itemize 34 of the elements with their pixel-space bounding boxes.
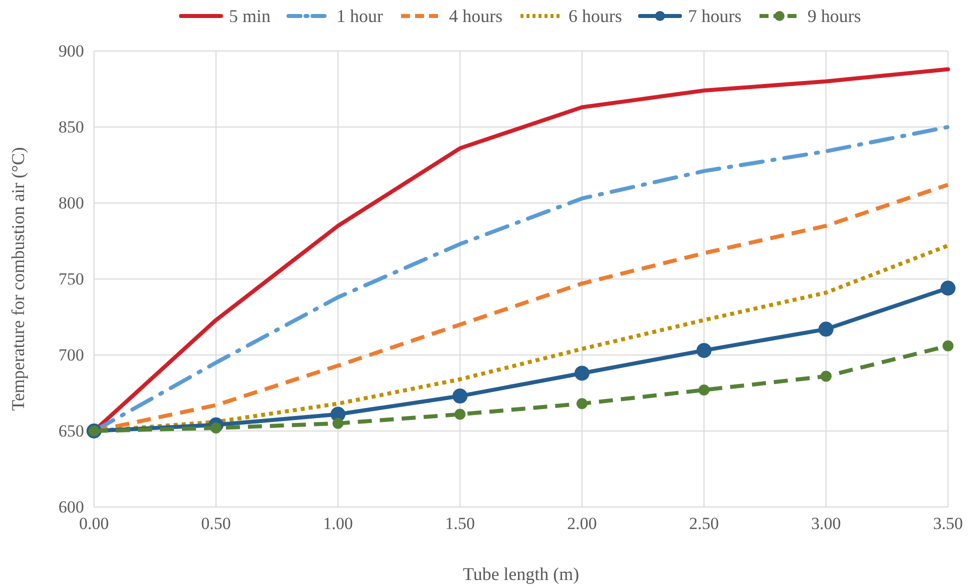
point [576, 398, 588, 410]
point [696, 342, 712, 358]
x-tick-label: 1.50 [445, 514, 475, 534]
point [698, 384, 710, 396]
y-tick-label: 700 [58, 345, 84, 364]
y-tick-label: 650 [58, 421, 84, 440]
x-tick-label: 2.50 [689, 514, 719, 534]
point [574, 366, 590, 381]
legend-label: 7 hours [688, 6, 742, 26]
point [332, 418, 344, 429]
point [940, 280, 956, 296]
y-tick-label: 600 [58, 497, 84, 516]
x-axis-title: Tube length (m) [462, 564, 580, 584]
x-tick-label: 2.00 [567, 514, 597, 534]
point [818, 322, 834, 337]
x-tick-label: 3.00 [811, 514, 841, 534]
point [820, 370, 832, 382]
point [942, 340, 954, 352]
y-tick-label: 850 [58, 117, 84, 136]
y-axis-title: Temperature for combustion air (°C) [8, 147, 28, 411]
legend-label: 5 min [228, 6, 271, 26]
x-tick-label: 1.00 [323, 514, 353, 534]
y-tick-label: 900 [58, 41, 84, 60]
legend-label: 6 hours [568, 6, 622, 26]
x-tick-label: 0.00 [79, 514, 109, 534]
legend-label: 1 hour [336, 6, 384, 26]
legend-label: 4 hours [449, 6, 503, 26]
point [454, 408, 466, 420]
point [452, 388, 468, 404]
y-tick-label: 750 [58, 269, 84, 288]
y-tick-label: 800 [58, 193, 84, 212]
x-tick-label: 3.50 [933, 514, 963, 534]
legend-label: 9 hours [808, 6, 862, 26]
x-tick-label: 0.50 [201, 514, 231, 534]
